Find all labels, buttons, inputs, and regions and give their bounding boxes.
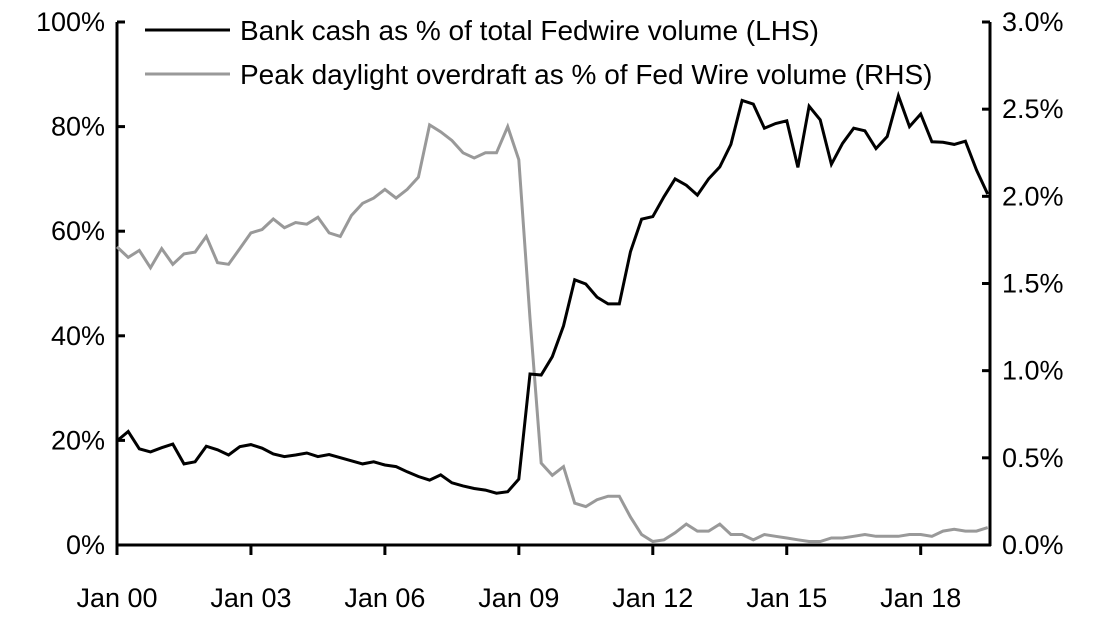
series-line-bank-cash [116, 90, 990, 495]
right-tick-label: 1.5% [1002, 269, 1064, 299]
right-tick-label: 0.5% [1002, 443, 1064, 473]
right-tick-label: 0.0% [1002, 530, 1064, 560]
axes: 0% 20% 40% 60% 80% 100% 0.0% 0.5% 1.0% 1.5% 2.0% 2.… [36, 7, 1064, 613]
left-tick-label: 100% [36, 7, 105, 37]
x-tick-label: Jan 00 [76, 583, 157, 613]
series-lines [115, 90, 990, 544]
x-tick-label: Jan 06 [344, 583, 425, 613]
x-tick-label: Jan 12 [612, 583, 693, 613]
x-tick-label: Jan 03 [210, 583, 291, 613]
x-tick-label: Jan 09 [478, 583, 559, 613]
left-tick-label: 80% [51, 112, 105, 142]
x-tick-label: Jan 18 [880, 583, 961, 613]
left-tick-label: 40% [51, 321, 105, 351]
right-tick-label: 1.0% [1002, 356, 1064, 386]
left-tick-label: 20% [51, 425, 105, 455]
left-tick-label: 60% [51, 216, 105, 246]
legend-label-overdraft: Peak daylight overdraft as % of Fed Wire… [240, 59, 932, 90]
series-line-overdraft [115, 122, 989, 544]
right-tick-label: 2.0% [1002, 181, 1064, 211]
legend-label-bank-cash: Bank cash as % of total Fedwire volume (… [240, 15, 819, 46]
left-tick-label: 0% [66, 530, 105, 560]
right-tick-label: 2.5% [1002, 94, 1064, 124]
right-tick-label: 3.0% [1002, 7, 1064, 37]
x-tick-label: Jan 15 [746, 583, 827, 613]
legend: Bank cash as % of total Fedwire volume (… [145, 15, 932, 90]
